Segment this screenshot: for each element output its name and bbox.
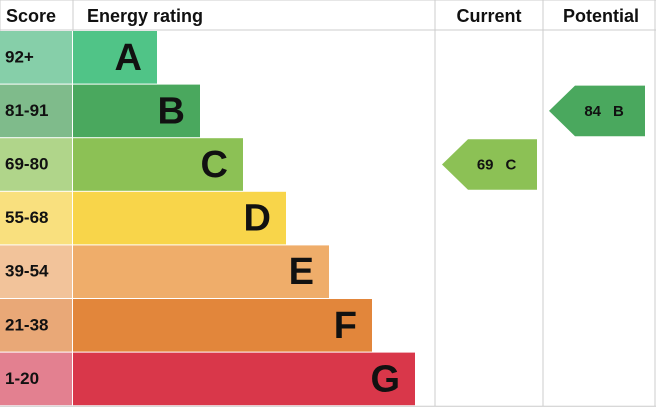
score-cell xyxy=(0,191,72,245)
rating-bar xyxy=(73,138,243,191)
rating-letter: G xyxy=(370,358,400,400)
potential-value: 84 xyxy=(584,103,601,120)
rating-letter: F xyxy=(334,305,357,347)
potential-letter: B xyxy=(613,103,624,120)
score-cell xyxy=(0,31,72,84)
rating-bar xyxy=(73,352,415,406)
rating-letter: B xyxy=(158,90,185,132)
rating-bar xyxy=(73,31,157,84)
score-cell xyxy=(0,84,72,138)
score-range: 39-54 xyxy=(5,262,49,281)
header-score: Score xyxy=(6,6,56,26)
score-range: 92+ xyxy=(5,47,34,66)
score-range: 81-91 xyxy=(5,101,48,120)
potential-arrow xyxy=(549,85,645,137)
header-potential: Potential xyxy=(563,6,639,26)
score-range: 55-68 xyxy=(5,208,48,227)
current-letter: C xyxy=(506,156,517,173)
rating-letter: C xyxy=(201,144,228,186)
current-arrow xyxy=(442,139,537,190)
header-current: Current xyxy=(456,6,521,26)
score-cell xyxy=(0,352,72,406)
rating-bar xyxy=(73,299,372,352)
rating-bar xyxy=(73,84,200,138)
header-rating: Energy rating xyxy=(87,6,203,26)
score-range: 1-20 xyxy=(5,369,39,388)
score-cell xyxy=(0,138,72,191)
score-cell xyxy=(0,245,72,298)
rating-letter: E xyxy=(289,251,314,293)
score-range: 69-80 xyxy=(5,154,48,173)
score-range: 21-38 xyxy=(5,315,48,334)
rating-bar xyxy=(73,245,329,298)
rating-bar xyxy=(73,191,286,245)
score-cell xyxy=(0,299,72,352)
current-value: 69 xyxy=(477,156,494,173)
rating-letter: A xyxy=(115,37,142,79)
rating-letter: D xyxy=(244,198,271,240)
